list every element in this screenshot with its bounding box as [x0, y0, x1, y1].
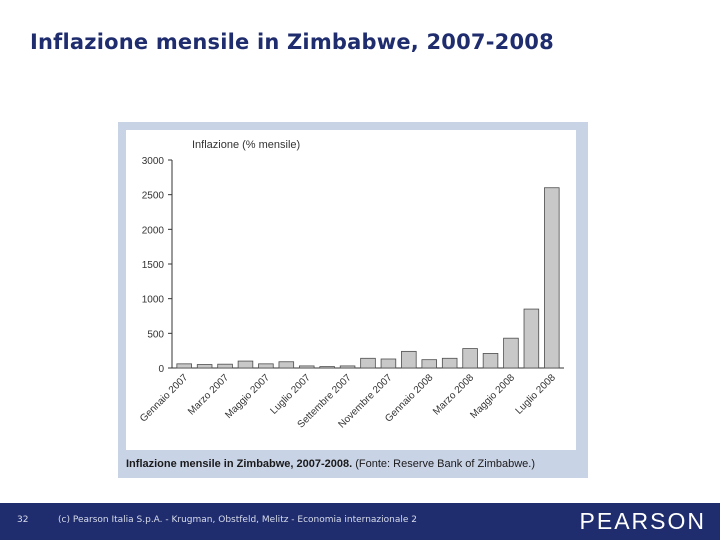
y-axis-label: Inflazione (% mensile): [192, 139, 300, 151]
inflation-bar-chart: Inflazione (% mensile) 0 500 1000 1500 2000 2…: [138, 139, 564, 430]
bars: [176, 187, 560, 369]
y-tick-label: 500: [147, 329, 164, 340]
bar: [319, 366, 335, 369]
bar: [176, 363, 192, 369]
y-tick-label: 1000: [142, 295, 165, 306]
bar: [462, 348, 478, 369]
bar: [217, 363, 233, 369]
bar: [380, 358, 397, 369]
caption-source: (Fonte: Reserve Bank of Zimbabwe.): [352, 458, 535, 470]
bar: [544, 187, 560, 369]
plot-panel: Inflazione (% mensile) 0 500 1000 1500 2000 2…: [126, 130, 576, 450]
y-tick-label: 2000: [142, 225, 165, 236]
figure-frame: Inflazione (% mensile) 0 500 1000 1500 2000 2…: [118, 122, 588, 478]
bar: [258, 363, 274, 369]
bar: [503, 337, 519, 369]
bar: [339, 365, 356, 369]
x-tick-label: Maggio 2008: [468, 372, 517, 421]
bar: [523, 308, 540, 369]
y-tick-label: 1500: [142, 260, 165, 271]
y-tick-label: 2500: [142, 191, 165, 202]
bar: [360, 357, 376, 369]
y-tick-label: 0: [158, 364, 164, 375]
bar: [421, 359, 438, 369]
bar: [196, 364, 213, 369]
bar: [278, 361, 295, 369]
pearson-logo: PEARSON: [579, 508, 706, 534]
bar: [401, 350, 417, 369]
bar: [237, 360, 254, 369]
caption-title: Inflazione mensile in Zimbabwe, 2007-200…: [126, 458, 353, 470]
page-number: 32: [17, 515, 29, 525]
bar: [441, 357, 458, 369]
y-tick-label: 3000: [142, 156, 165, 167]
x-tick-label: Luglio 2007: [269, 372, 314, 417]
slide-title: Inflazione mensile in Zimbabwe, 2007-200…: [30, 30, 554, 54]
bar: [298, 365, 315, 369]
x-tick-label: Maggio 2007: [223, 372, 272, 421]
copyright-text: (c) Pearson Italia S.p.A. - Krugman, Obs…: [58, 515, 418, 525]
axes: [171, 160, 564, 369]
bar: [482, 353, 499, 369]
figure-caption: Inflazione mensile in Zimbabwe, 2007-200…: [126, 458, 576, 470]
x-tick-label: Luglio 2008: [514, 372, 559, 417]
footer-bar: 32 (c) Pearson Italia S.p.A. - Krugman, …: [0, 503, 720, 540]
x-tick-label: Gennaio 2007: [138, 372, 191, 425]
